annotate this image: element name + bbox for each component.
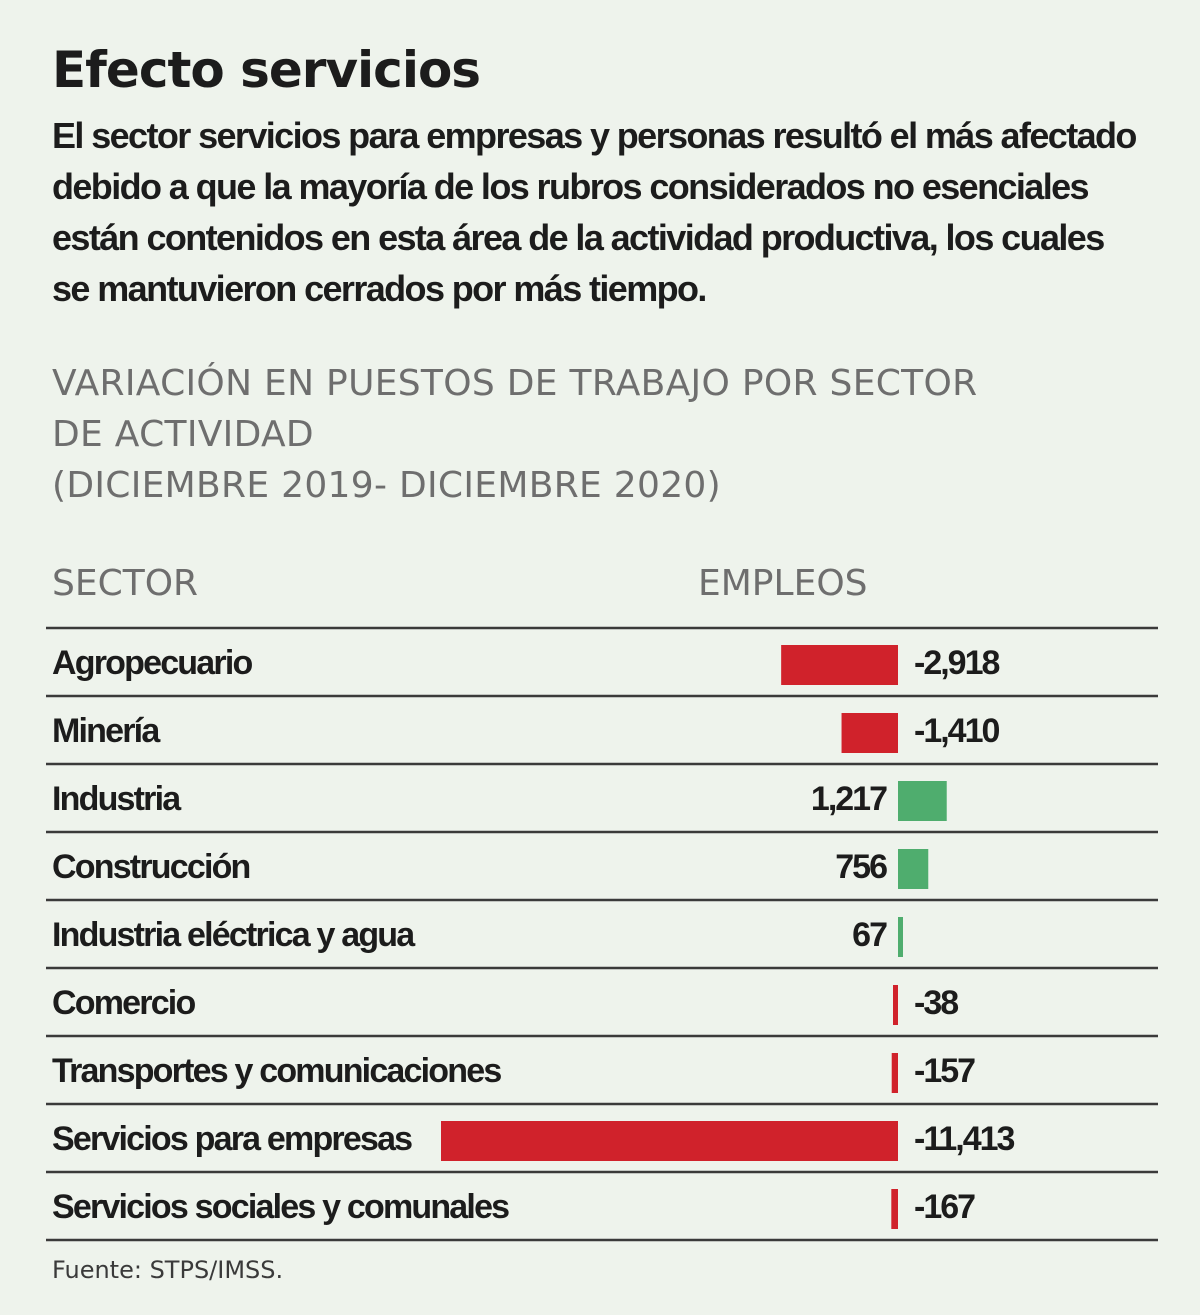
positive-bar <box>898 917 903 957</box>
value-label: -157 <box>914 1052 975 1090</box>
negative-bar <box>891 1053 898 1093</box>
chart-subtitle: VARIACIÓN EN PUESTOS DE TRABAJO POR SECT… <box>52 358 1152 511</box>
subtitle-line: VARIACIÓN EN PUESTOS DE TRABAJO POR SECT… <box>52 363 978 404</box>
value-label: -2,918 <box>914 644 999 682</box>
value-label: -167 <box>914 1188 975 1226</box>
intro-paragraph: El sector servicios para empresas y pers… <box>52 115 1137 309</box>
chart-title: Efecto servicios <box>52 41 481 99</box>
sector-label: Servicios para empresas <box>52 1120 412 1158</box>
positive-bar <box>898 781 947 821</box>
value-label: 756 <box>835 848 887 886</box>
negative-bar <box>893 985 898 1025</box>
value-label: 1,217 <box>811 780 887 818</box>
value-label: -38 <box>914 984 958 1022</box>
value-label: -11,413 <box>914 1120 1015 1158</box>
subtitle-line: DE ACTIVIDAD <box>52 414 314 455</box>
sector-label: Transportes y comunicaciones <box>52 1052 501 1090</box>
sector-label: Servicios sociales y comunales <box>52 1188 509 1226</box>
column-header-empleos: EMPLEOS <box>698 563 868 604</box>
positive-bar <box>898 849 929 889</box>
negative-bar <box>891 1189 898 1229</box>
value-label: -1,410 <box>914 712 999 750</box>
subtitle-line: (DICIEMBRE 2019- DICIEMBRE 2020) <box>52 465 721 506</box>
sector-label: Agropecuario <box>52 644 252 682</box>
sector-label: Industria <box>52 780 182 818</box>
negative-bar <box>841 713 898 753</box>
value-label: 67 <box>852 916 887 954</box>
sector-label: Construcción <box>52 848 250 886</box>
source-note: Fuente: STPS/IMSS. <box>52 1256 284 1284</box>
sector-label: Industria eléctrica y agua <box>52 916 416 954</box>
negative-bar <box>441 1121 898 1161</box>
sector-label: Minería <box>52 712 161 750</box>
column-header-sector: SECTOR <box>52 563 199 604</box>
sector-label: Comercio <box>52 984 195 1022</box>
negative-bar <box>781 645 898 685</box>
